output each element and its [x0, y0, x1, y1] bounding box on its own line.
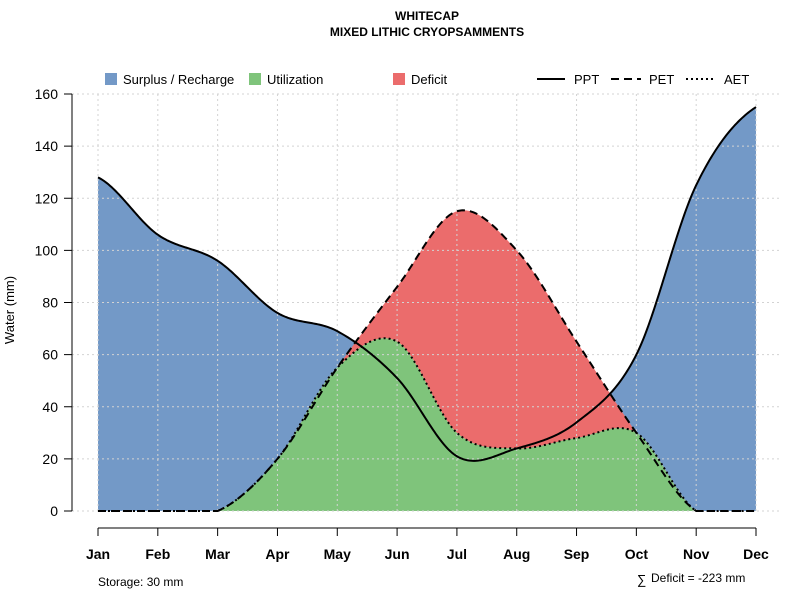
y-tick-label-160: 160: [35, 86, 59, 102]
x-tick-label-sep: Sep: [564, 546, 590, 562]
x-tick-label-dec: Dec: [743, 546, 769, 562]
deficit-area: [98, 210, 756, 511]
x-tick-label-mar: Mar: [205, 546, 230, 562]
ppt-line: [97, 106, 757, 462]
y-tick-label-20: 20: [42, 451, 58, 467]
x-tick-label-feb: Feb: [145, 546, 170, 562]
chart-title: WHITECAP: [395, 9, 459, 23]
axes: 0 20 40 60 80 100 120 140 160 Jan Feb Mar Apr May Jun J…: [35, 86, 769, 562]
x-tick-label-apr: Apr: [265, 546, 290, 562]
series-lines: [97, 106, 757, 512]
y-tick-label-60: 60: [42, 347, 58, 363]
x-tick-label-jan: Jan: [86, 546, 110, 562]
y-tick-label-80: 80: [42, 295, 58, 311]
x-tick-label-jun: Jun: [385, 546, 410, 562]
storage-note: Storage: 30 mm: [98, 575, 183, 589]
legend-label-deficit: Deficit: [411, 72, 448, 87]
y-tick-label-0: 0: [50, 503, 58, 519]
legend-swatch-utilization: [249, 73, 261, 85]
legend-label-aet: AET: [724, 72, 749, 87]
aet-line: [98, 337, 756, 512]
plot-areas: [98, 107, 756, 511]
x-tick-label-may: May: [324, 546, 351, 562]
grid: [72, 93, 780, 512]
legend: Surplus / Recharge Utilization Deficit P…: [105, 72, 749, 87]
deficit-note: Deficit = -223 mm: [651, 571, 745, 585]
legend-label-ppt: PPT: [574, 72, 599, 87]
x-tick-label-oct: Oct: [625, 546, 649, 562]
utilization-area: [98, 338, 756, 511]
deficit-sum-symbol: ∑: [637, 572, 646, 587]
y-tick-label-120: 120: [35, 190, 59, 206]
legend-label-surplus: Surplus / Recharge: [123, 72, 234, 87]
y-tick-label-140: 140: [35, 138, 59, 154]
pet-line: [98, 209, 756, 512]
surplus-area: [98, 107, 756, 511]
legend-label-utilization: Utilization: [267, 72, 323, 87]
legend-label-pet: PET: [649, 72, 674, 87]
legend-swatch-surplus: [105, 73, 117, 85]
x-tick-label-aug: Aug: [503, 546, 530, 562]
y-axis-label: Water (mm): [2, 276, 17, 344]
x-tick-label-jul: Jul: [447, 546, 467, 562]
legend-swatch-deficit: [393, 73, 405, 85]
x-tick-label-nov: Nov: [683, 546, 710, 562]
y-tick-label-40: 40: [42, 399, 58, 415]
chart-subtitle: MIXED LITHIC CRYOPSAMMENTS: [330, 25, 524, 39]
y-tick-label-100: 100: [35, 242, 59, 258]
